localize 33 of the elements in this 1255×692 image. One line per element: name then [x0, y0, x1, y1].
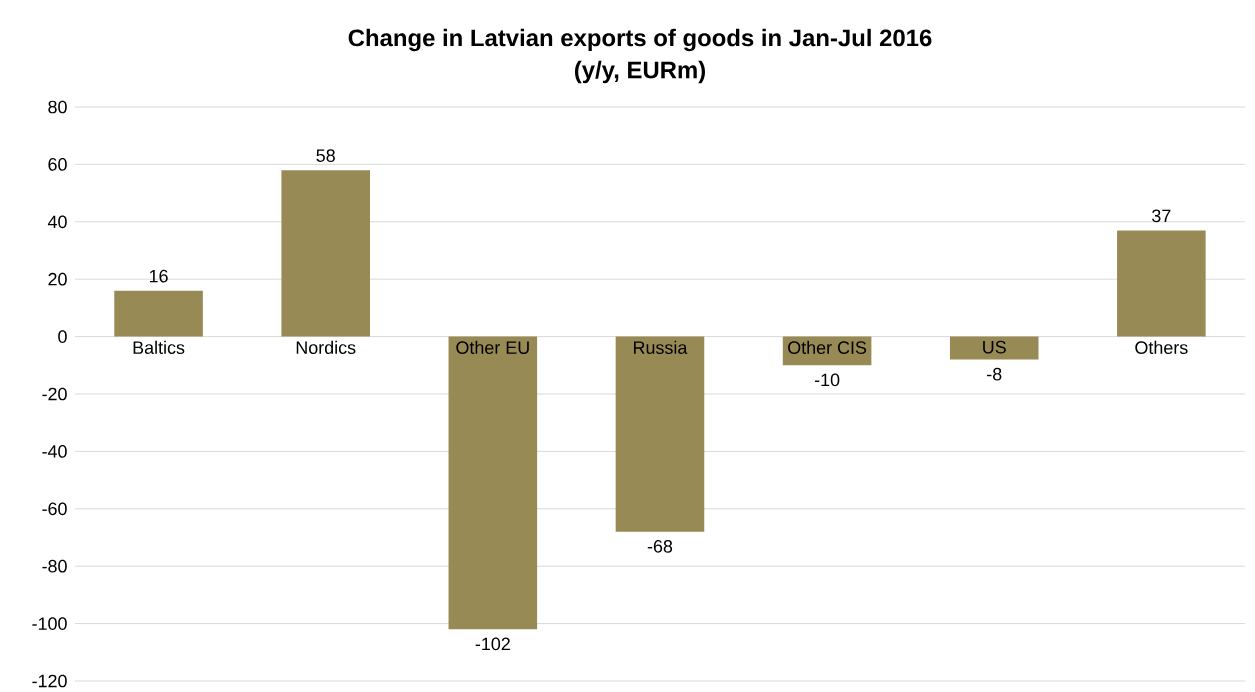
y-tick-label: -120	[32, 674, 67, 688]
x-tick-label: Nordics	[296, 340, 356, 354]
x-tick-label: Others	[1135, 340, 1188, 354]
x-tick-label: Other EU	[456, 340, 529, 354]
y-tick-label: 60	[48, 158, 67, 171]
bar	[949, 336, 1039, 360]
data-label: -68	[647, 539, 673, 553]
y-tick-label: 40	[47, 215, 67, 229]
x-tick-label: Russia	[634, 340, 688, 354]
bar	[448, 336, 538, 630]
data-label: -102	[475, 637, 510, 651]
chart-subtitle: (y/y, EURm)	[574, 60, 705, 84]
bar	[114, 290, 203, 337]
bar	[281, 170, 370, 337]
data-label: -10	[814, 373, 840, 387]
data-label: 16	[149, 269, 168, 283]
x-tick-label: US	[983, 340, 1006, 354]
data-label: 37	[1152, 209, 1171, 223]
y-tick-label: -100	[32, 617, 67, 630]
y-tick-label: -40	[42, 445, 67, 458]
y-tick-label: -80	[42, 559, 67, 573]
data-label: 58	[316, 149, 335, 162]
y-tick-label: 0	[58, 330, 67, 343]
x-tick-label: Other CIS	[788, 340, 867, 354]
bar	[615, 336, 705, 532]
y-tick-label: -60	[42, 502, 67, 516]
y-tick-label: 80	[48, 100, 67, 114]
y-tick-label: -20	[42, 387, 67, 401]
data-label: -8	[987, 367, 1002, 381]
x-tick-label: Baltics	[133, 340, 185, 354]
chart-title: Change in Latvian exports of goods in Jan-Jul 2016	[348, 28, 932, 52]
y-tick-label: 20	[48, 272, 67, 286]
bar	[1117, 230, 1206, 337]
